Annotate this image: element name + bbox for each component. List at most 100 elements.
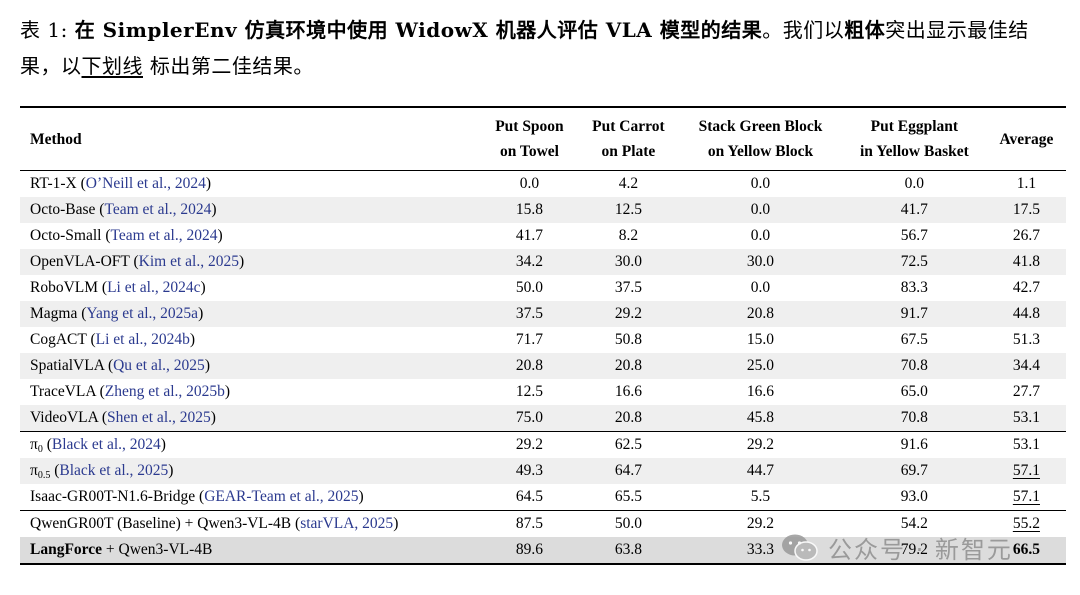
value-cell: 33.3 xyxy=(679,537,842,565)
table-row: Isaac-GR00T-N1.6-Bridge (GEAR-Team et al… xyxy=(20,484,1066,511)
table-row: Octo-Small (Team et al., 2024) 41.7 8.2 … xyxy=(20,223,1066,249)
value-cell: 70.8 xyxy=(841,405,987,432)
citation-link[interactable]: Kim et al., 2025 xyxy=(138,253,239,270)
value-cell: 12.5 xyxy=(577,197,680,223)
table-row: SpatialVLA (Qu et al., 2025) 20.8 20.8 2… xyxy=(20,353,1066,379)
average-cell-best: 66.5 xyxy=(986,537,1066,565)
value-cell: 87.5 xyxy=(481,510,578,537)
value-cell: 0.0 xyxy=(519,175,540,192)
value-cell: 29.2 xyxy=(577,301,680,327)
average-cell: 34.4 xyxy=(986,353,1066,379)
value-cell: 0.0 xyxy=(750,175,771,192)
average-cell: 27.7 xyxy=(1012,383,1040,400)
value-cell: 75.0 xyxy=(481,405,578,432)
header-stack-block: Stack Green Block on Yellow Block xyxy=(698,118,823,160)
citation-link[interactable]: Black et al., 2025 xyxy=(59,461,169,479)
value-cell: 25.0 xyxy=(679,353,842,379)
average-cell-second-best: 57.1 xyxy=(986,458,1066,484)
table-row: Octo-Base (Team et al., 2024) 15.8 12.5 … xyxy=(20,197,1066,223)
table-row: RT-1-X (O’Neill et al., 2024) 0.0 4.2 0.… xyxy=(20,171,1066,198)
value-cell: 30.0 xyxy=(577,249,680,275)
method-cell: VideoVLA (Shen et al., 2025) xyxy=(20,405,482,432)
value-cell: 50.8 xyxy=(614,331,642,348)
citation-link[interactable]: Team et al., 2024 xyxy=(110,227,218,244)
value-cell: 45.8 xyxy=(679,405,842,432)
citation-link[interactable]: Black et al., 2024 xyxy=(51,435,161,453)
average-cell: 44.8 xyxy=(986,301,1066,327)
value-cell: 70.8 xyxy=(841,353,987,379)
citation-link[interactable]: Qu et al., 2025 xyxy=(113,357,205,374)
value-cell: 0.0 xyxy=(679,197,842,223)
average-cell: 1.1 xyxy=(1016,175,1037,192)
value-cell: 91.7 xyxy=(841,301,987,327)
method-cell: RT-1-X (O’Neill et al., 2024) xyxy=(30,175,212,192)
value-cell: 56.7 xyxy=(900,227,928,244)
value-cell: 89.6 xyxy=(481,537,578,565)
table-row: π0.5 (Black et al., 2025) 49.3 64.7 44.7… xyxy=(20,458,1066,484)
value-cell: 16.6 xyxy=(614,383,642,400)
value-cell: 37.5 xyxy=(614,279,642,296)
value-cell: 49.3 xyxy=(481,458,578,484)
average-cell: 55.2 xyxy=(986,510,1066,537)
value-cell: 41.7 xyxy=(515,227,543,244)
caption-bold-word: 粗体 xyxy=(844,18,886,42)
citation-link[interactable]: Team et al., 2024 xyxy=(104,201,212,218)
value-cell: 30.0 xyxy=(679,249,842,275)
value-cell: 37.5 xyxy=(481,301,578,327)
value-cell: 0.0 xyxy=(750,279,771,296)
method-cell: Octo-Small (Team et al., 2024) xyxy=(30,227,223,244)
method-cell: CogACT (Li et al., 2024b) xyxy=(30,331,196,348)
average-cell: 51.3 xyxy=(1012,331,1040,348)
average-cell: 17.5 xyxy=(986,197,1066,223)
method-cell: Isaac-GR00T-N1.6-Bridge (GEAR-Team et al… xyxy=(30,488,364,505)
header-put-eggplant: Put Eggplant in Yellow Basket xyxy=(859,118,969,160)
results-table: Method Put Spoon on Towel Put Carrot on Pl… xyxy=(20,106,1066,565)
value-cell: 93.0 xyxy=(900,488,928,505)
value-cell: 62.5 xyxy=(577,431,680,458)
table-row: CogACT (Li et al., 2024b) 71.7 50.8 15.0… xyxy=(20,327,1066,353)
caption-text-b: 突出显示最佳结果，以 xyxy=(20,18,1029,78)
value-cell: 15.8 xyxy=(481,197,578,223)
value-cell: 50.0 xyxy=(577,510,680,537)
method-cell: π0 (Black et al., 2024) xyxy=(20,431,482,458)
value-cell: 69.7 xyxy=(841,458,987,484)
value-cell: 34.2 xyxy=(481,249,578,275)
citation-link[interactable]: Yang et al., 2025a xyxy=(86,305,199,322)
caption-underline-word: 下划线 xyxy=(81,54,143,78)
method-cell: OpenVLA-OFT (Kim et al., 2025) xyxy=(20,249,482,275)
citation-link[interactable]: Shen et al., 2025 xyxy=(107,409,211,426)
value-cell: 71.7 xyxy=(515,331,543,348)
caption-bold-part: 在 SimplerEnv 仿真环境中使用 WidowX 机器人评估 VLA 模型… xyxy=(74,18,763,42)
caption-text-c: 标出第二佳结果。 xyxy=(143,54,314,78)
value-cell: 20.8 xyxy=(577,405,680,432)
average-cell: 53.1 xyxy=(986,431,1066,458)
citation-link[interactable]: Zheng et al., 2025b xyxy=(104,383,225,400)
citation-link[interactable]: GEAR-Team et al., 2025 xyxy=(204,488,359,505)
value-cell: 0.0 xyxy=(904,175,925,192)
method-cell: Octo-Base (Team et al., 2024) xyxy=(20,197,482,223)
citation-link[interactable]: O’Neill et al., 2024 xyxy=(85,175,206,192)
caption-label: 表 1: xyxy=(20,18,75,42)
method-cell: TraceVLA (Zheng et al., 2025b) xyxy=(30,383,231,400)
value-cell: 20.8 xyxy=(577,353,680,379)
average-cell: 53.1 xyxy=(986,405,1066,432)
value-cell: 65.5 xyxy=(614,488,642,505)
average-cell: 41.8 xyxy=(986,249,1066,275)
value-cell: 91.6 xyxy=(841,431,987,458)
method-cell: LangForce + Qwen3-VL-4B xyxy=(20,537,482,565)
value-cell: 16.6 xyxy=(746,383,775,400)
table-row-ours: LangForce + Qwen3-VL-4B 89.6 63.8 33.3 7… xyxy=(20,537,1066,565)
value-cell: 83.3 xyxy=(900,279,928,296)
value-cell: 64.7 xyxy=(577,458,680,484)
citation-link[interactable]: starVLA, 2025 xyxy=(300,515,394,532)
value-cell: 8.2 xyxy=(618,227,639,244)
value-cell: 29.2 xyxy=(481,431,578,458)
table-row: QwenGR00T (Baseline) + Qwen3-VL-4B (star… xyxy=(20,510,1066,537)
header-method: Method xyxy=(30,130,82,148)
table-row: RoboVLM (Li et al., 2024c) 50.0 37.5 0.0… xyxy=(20,275,1066,301)
table-row: π0 (Black et al., 2024) 29.2 62.5 29.2 9… xyxy=(20,431,1066,458)
citation-link[interactable]: Li et al., 2024b xyxy=(95,331,190,348)
value-cell: 64.5 xyxy=(515,488,543,505)
average-cell-second-best: 57.1 xyxy=(1012,488,1040,505)
citation-link[interactable]: Li et al., 2024c xyxy=(107,279,201,296)
